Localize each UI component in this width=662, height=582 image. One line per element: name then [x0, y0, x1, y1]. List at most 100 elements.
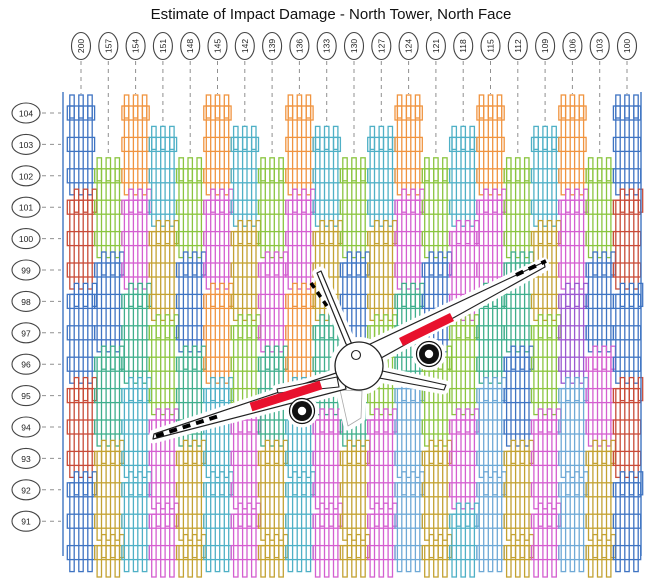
- spandrel-box: [230, 544, 260, 561]
- spandrel-box: [394, 419, 423, 435]
- panel-column: [187, 544, 194, 578]
- spandrel-box: [93, 325, 123, 341]
- spandrel-box: [585, 513, 615, 529]
- panel-column: [424, 544, 430, 578]
- spandrel-box: [175, 293, 205, 310]
- spandrel-box: [476, 230, 505, 247]
- panel-column: [578, 199, 585, 290]
- panel-column: [460, 419, 467, 510]
- spandrel-box: [175, 262, 205, 278]
- spandrel-box: [367, 513, 396, 529]
- spandrel-box: [394, 513, 423, 529]
- spandrel-box: [394, 262, 423, 278]
- spandrel-box: [93, 387, 123, 404]
- column-bubble: [371, 31, 392, 61]
- panel-column: [141, 199, 148, 290]
- floor-label: 102: [19, 171, 33, 181]
- spandrel-box: [448, 168, 478, 184]
- spandrel-box: [312, 482, 342, 498]
- panel-column: [433, 168, 439, 259]
- panel-column: [169, 136, 175, 227]
- spandrel-box: [612, 544, 642, 561]
- spandrel-box: [476, 482, 505, 498]
- floor-bubble: [11, 416, 41, 438]
- column-bubble: [480, 31, 501, 61]
- panel-column: [151, 230, 157, 322]
- panel-column: [505, 450, 512, 541]
- floor-bubble: [11, 102, 41, 124]
- panel-column: [96, 262, 103, 353]
- panel-column: [123, 387, 130, 479]
- spandrel-box: [121, 105, 150, 121]
- floor-bubble: [11, 228, 41, 250]
- spandrel-box: [66, 325, 96, 341]
- spandrel-box: [585, 356, 615, 372]
- spandrel-box: [558, 450, 587, 467]
- panel-column: [487, 482, 494, 573]
- column-label: 154: [131, 39, 141, 53]
- spandrel-box: [558, 482, 587, 498]
- panel-column: [342, 168, 348, 259]
- spandrel-box: [367, 262, 396, 278]
- spandrel-box: [448, 544, 478, 561]
- right-wingtip-dashes: [515, 259, 547, 277]
- panel-column: [433, 356, 439, 447]
- spandrel-box: [257, 262, 287, 278]
- panel-column: [414, 387, 421, 479]
- spandrel-box: [203, 136, 232, 153]
- floor-label: 92: [21, 485, 31, 495]
- spandrel-box: [394, 544, 423, 561]
- spandrel-box: [530, 293, 560, 310]
- spandrel-box: [558, 105, 587, 121]
- spandrel-box: [530, 387, 560, 404]
- spandrel-box: [585, 262, 615, 278]
- spandrel-box: [394, 230, 423, 247]
- spandrel-box: [257, 513, 287, 529]
- spandrel-box: [175, 356, 205, 372]
- panel-column: [369, 136, 376, 227]
- spandrel-box: [476, 450, 505, 467]
- panel-column: [287, 293, 294, 384]
- spandrel-box: [93, 262, 123, 278]
- spandrel-box: [93, 230, 123, 247]
- spandrel-box: [257, 230, 287, 247]
- column-bubble: [425, 31, 446, 61]
- panel-column: [578, 387, 585, 479]
- panel-column: [260, 450, 266, 541]
- spandrel-box: [175, 230, 205, 247]
- column-label: 121: [431, 39, 441, 53]
- panel-column: [578, 105, 585, 196]
- column-label: 130: [349, 39, 359, 53]
- spandrel-box: [448, 387, 478, 404]
- panel-column: [542, 136, 548, 227]
- spandrel-box: [285, 513, 314, 529]
- spandrel-box: [285, 168, 314, 184]
- spandrel-box: [558, 419, 587, 435]
- column-bubble: [207, 31, 228, 61]
- panel-column: [360, 544, 366, 578]
- panel-column: [624, 482, 630, 573]
- spandrel-box: [421, 230, 451, 247]
- panel-column: [442, 356, 448, 447]
- panel-column: [114, 168, 121, 259]
- spandrel-box: [339, 230, 369, 247]
- column-label: 109: [540, 39, 550, 53]
- panel-column: [487, 199, 494, 290]
- spandrel-box: [530, 544, 560, 561]
- spandrel-box: [421, 199, 451, 215]
- panel-column: [269, 450, 275, 541]
- panel-column: [105, 356, 112, 447]
- panel-column: [442, 450, 448, 541]
- spandrel-box: [448, 513, 478, 529]
- panel-column: [223, 482, 230, 573]
- spandrel-box: [503, 356, 533, 372]
- floor-bubble: [11, 165, 41, 187]
- spandrel-box: [285, 199, 314, 215]
- panel-column: [460, 325, 467, 416]
- floor-label: 100: [19, 234, 33, 244]
- fin-tip-dashes: [309, 282, 331, 310]
- panel-column: [596, 168, 603, 259]
- panel-column: [87, 293, 93, 384]
- spandrel-box: [66, 136, 96, 153]
